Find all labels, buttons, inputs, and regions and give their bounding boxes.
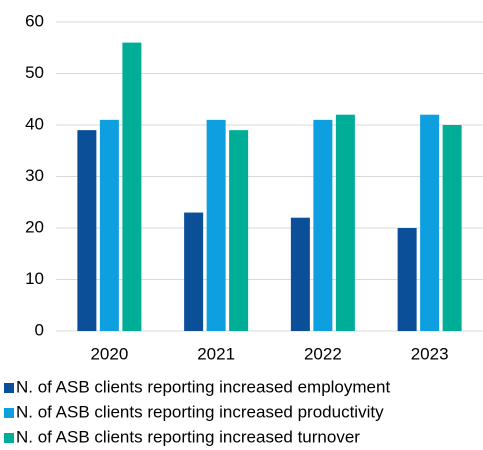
bar — [290, 217, 310, 331]
y-tick-label: 10 — [25, 269, 44, 288]
bar — [99, 119, 119, 331]
y-tick-label: 30 — [25, 166, 44, 185]
bar — [206, 119, 226, 331]
bar — [442, 125, 462, 331]
x-tick-label: 2021 — [197, 344, 235, 363]
y-tick-label: 40 — [25, 114, 44, 133]
bar — [184, 212, 204, 331]
legend-label: N. of ASB clients reporting increased pr… — [16, 402, 384, 421]
legend-swatch — [4, 408, 14, 418]
bar — [229, 130, 249, 331]
bar — [397, 228, 417, 331]
legend-swatch — [4, 383, 14, 393]
bar — [313, 119, 333, 331]
bar — [77, 130, 97, 331]
legend-label: N. of ASB clients reporting increased tu… — [16, 427, 360, 446]
legend-label: N. of ASB clients reporting increased em… — [16, 377, 390, 396]
y-tick-label: 0 — [35, 320, 44, 339]
y-tick-label: 20 — [25, 217, 44, 236]
x-tick-label: 2020 — [90, 344, 128, 363]
y-tick-label: 60 — [25, 11, 44, 30]
bar — [122, 42, 142, 331]
x-tick-label: 2023 — [411, 344, 449, 363]
bar — [335, 114, 355, 331]
x-tick-label: 2022 — [304, 344, 342, 363]
bar — [420, 114, 440, 331]
legend-swatch — [4, 433, 14, 443]
y-tick-label: 50 — [25, 63, 44, 82]
